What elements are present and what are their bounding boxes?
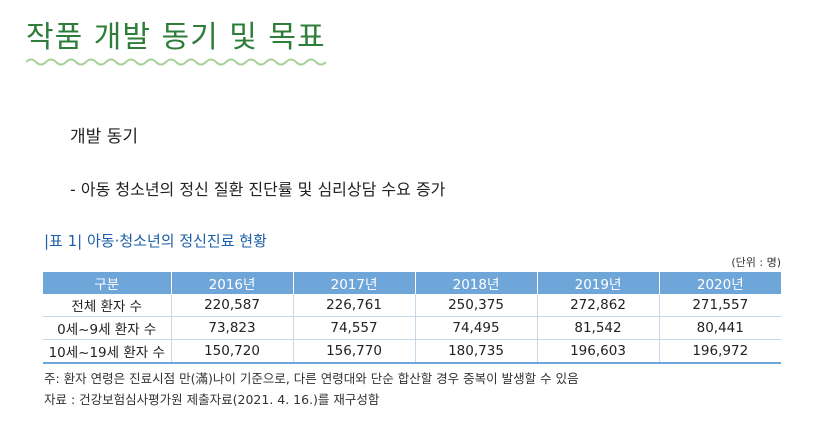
table-cell: 272,862: [537, 294, 660, 317]
table-cell: 150,720: [171, 339, 294, 364]
table-cell: 196,603: [537, 339, 660, 364]
table-cell: 250,375: [415, 294, 538, 317]
header-cell: 2017년: [293, 272, 416, 294]
header-cell: 2019년: [537, 272, 660, 294]
table-note: 주: 환자 연령은 진료시점 만(滿)나이 기준으로, 다른 연령대와 단순 합…: [44, 371, 579, 386]
table-cell: 80,441: [659, 316, 781, 340]
row-label: 0세~9세 환자 수: [43, 316, 172, 340]
patient-stats-table: 구분 2016년 2017년 2018년 2019년 2020년 전체 환자 수…: [43, 272, 781, 364]
table-cell: 196,972: [659, 339, 781, 364]
row-label: 전체 환자 수: [43, 294, 172, 317]
header-cell: 2020년: [659, 272, 781, 294]
table-unit: (단위 : 명): [731, 256, 781, 269]
table-row: 전체 환자 수 220,587 226,761 250,375 272,862 …: [43, 294, 781, 317]
table-cell: 74,495: [415, 316, 538, 340]
table-row: 10세~19세 환자 수 150,720 156,770 180,735 196…: [43, 339, 781, 364]
table-cell: 271,557: [659, 294, 781, 317]
table-caption: |표 1| 아동·청소년의 정신진료 현황: [44, 232, 267, 250]
header-cell: 2018년: [415, 272, 538, 294]
table-source: 자료 : 건강보험심사평가원 제출자료(2021. 4. 16.)를 재구성함: [44, 392, 380, 407]
header-cell: 2016년: [171, 272, 294, 294]
table-cell: 156,770: [293, 339, 416, 364]
table-cell: 73,823: [171, 316, 294, 340]
row-label: 10세~19세 환자 수: [43, 339, 172, 364]
table-row: 0세~9세 환자 수 73,823 74,557 74,495 81,542 8…: [43, 316, 781, 340]
bullet-text: - 아동 청소년의 정신 질환 진단률 및 심리상담 수요 증가: [70, 180, 446, 199]
table-cell: 74,557: [293, 316, 416, 340]
table-cell: 180,735: [415, 339, 538, 364]
table-header-row: 구분 2016년 2017년 2018년 2019년 2020년: [43, 272, 781, 294]
title-underline-wave: [26, 58, 326, 66]
page-title: 작품 개발 동기 및 목표: [26, 20, 326, 55]
table-cell: 220,587: [171, 294, 294, 317]
table-cell: 226,761: [293, 294, 416, 317]
header-cell: 구분: [43, 272, 172, 294]
table-cell: 81,542: [537, 316, 660, 340]
section-heading: 개발 동기: [70, 127, 138, 147]
